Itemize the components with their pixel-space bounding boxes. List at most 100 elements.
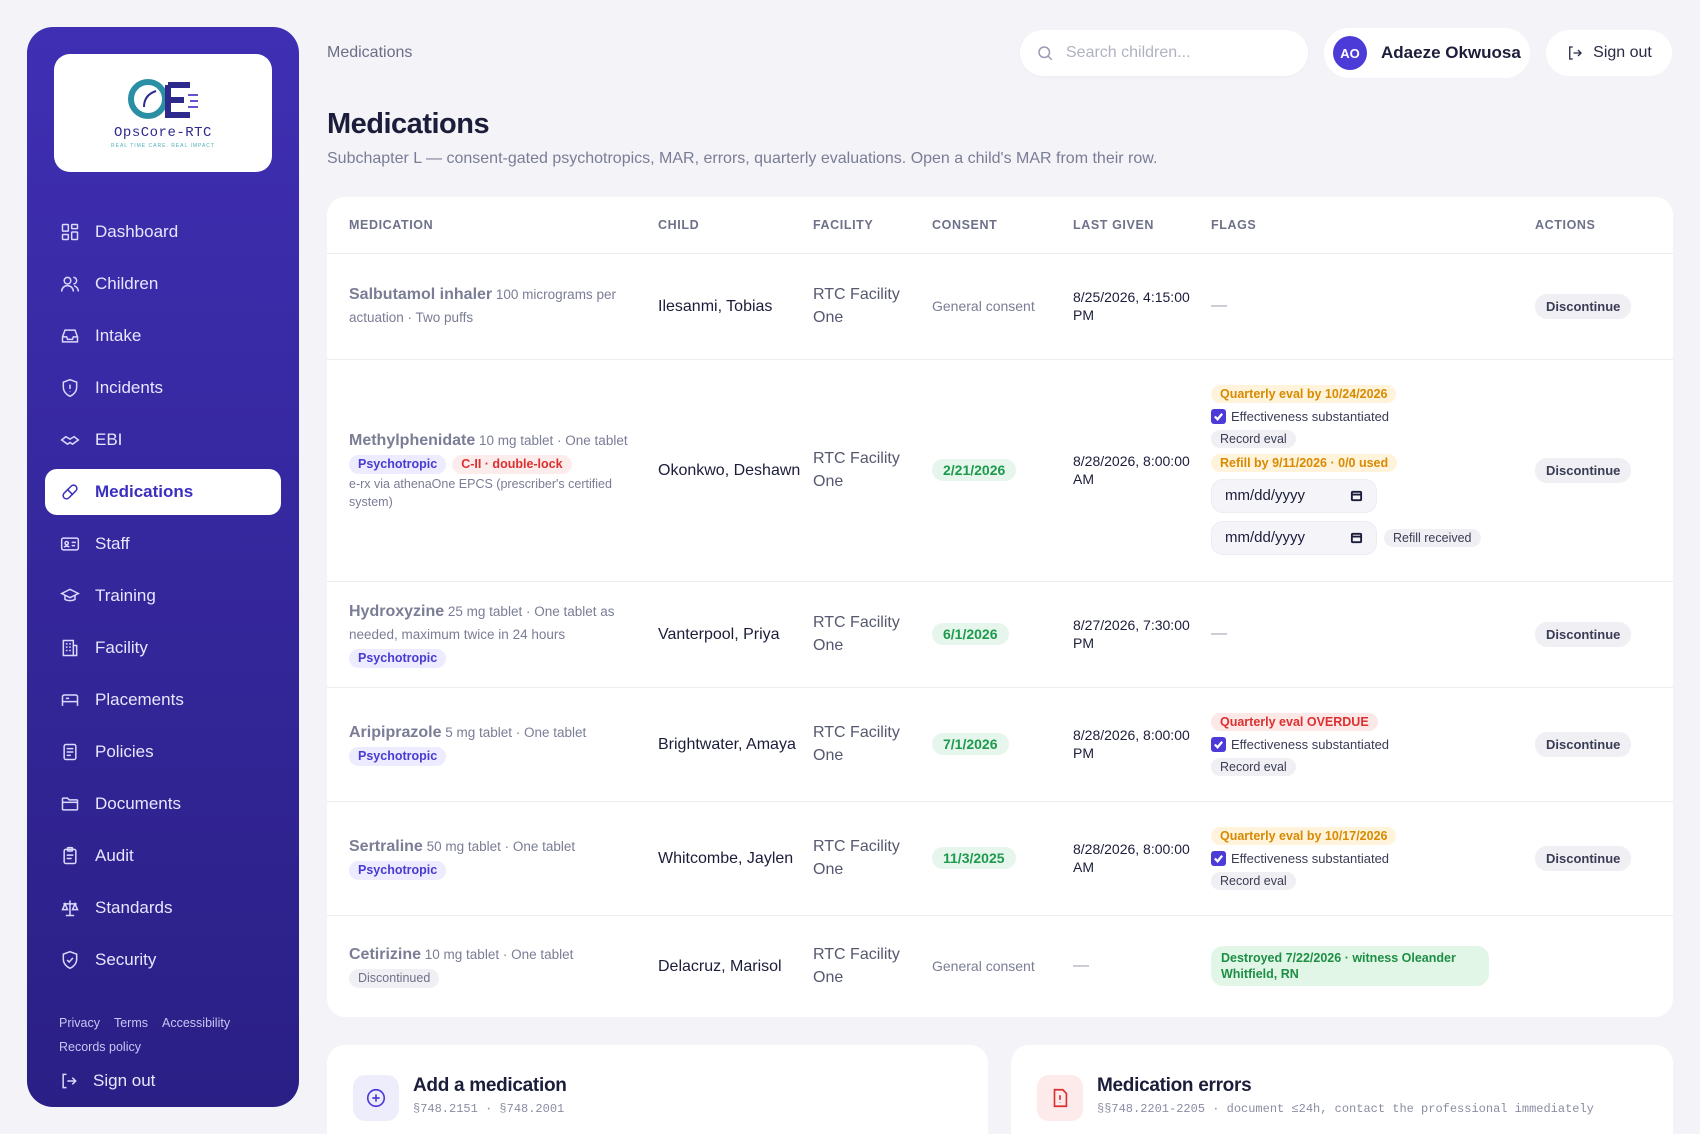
sidebar-item-label: Intake [95, 326, 142, 345]
sidebar-signout-button[interactable]: Sign out [59, 1071, 155, 1091]
sidebar-item-facility[interactable]: Facility [45, 625, 281, 671]
child-name[interactable]: Ilesanmi, Tobias [658, 297, 773, 315]
flags-empty: — [1211, 625, 1227, 642]
sidebar-item-policies[interactable]: Policies [45, 729, 281, 775]
refill-received-button[interactable]: Refill received [1384, 528, 1481, 547]
effectiveness-checkbox[interactable]: Effectiveness substantiated [1211, 408, 1535, 424]
add-medication-card[interactable]: Add a medication §748.2151 · §748.2001 [327, 1045, 988, 1134]
sidebar-item-staff[interactable]: Staff [45, 521, 281, 567]
med-name[interactable]: Cetirizine [349, 946, 422, 964]
child-name[interactable]: Whitcombe, Jaylen [658, 849, 794, 867]
accessibility-link[interactable]: Accessibility [162, 1016, 231, 1030]
page-subtitle: Subchapter L — consent-gated psychotropi… [327, 150, 1158, 167]
sidebar-item-label: Documents [95, 794, 181, 813]
med-name[interactable]: Hydroxyzine [349, 602, 445, 620]
child-name[interactable]: Brightwater, Amaya [658, 735, 796, 753]
record-eval-button[interactable]: Record eval [1211, 871, 1296, 890]
avatar: AO [1333, 36, 1367, 70]
signout-button[interactable]: Sign out [1546, 30, 1672, 76]
sidebar-item-children[interactable]: Children [45, 261, 281, 307]
discontinue-button[interactable]: Discontinue [1535, 731, 1632, 757]
discontinue-button[interactable]: Discontinue [1535, 293, 1632, 319]
search-box[interactable] [1020, 30, 1308, 76]
sidebar-item-medications[interactable]: Medications [45, 469, 281, 515]
checkbox-label: Effectiveness substantiated [1231, 736, 1390, 752]
sidebar-item-label: Dashboard [95, 222, 179, 241]
last-given: 8/28/2026, 8:00:00 AM [1073, 841, 1190, 875]
sidebar-item-label: Standards [95, 898, 173, 917]
plus-circle-icon [353, 1075, 399, 1121]
child-name[interactable]: Delacruz, Marisol [658, 957, 782, 975]
legal-links: Privacy Terms Accessibility Records policy [59, 1011, 279, 1059]
opscore-logo-icon [126, 77, 200, 123]
sidebar-item-label: Incidents [95, 378, 164, 397]
med-name[interactable]: Salbutamol inhaler [349, 286, 493, 303]
med-name[interactable]: Aripiprazole [349, 724, 442, 741]
effectiveness-checkbox[interactable]: Effectiveness substantiated [1211, 850, 1535, 866]
checkbox-checked-icon [1211, 736, 1226, 752]
inbox-icon [59, 325, 81, 347]
search-input[interactable] [1066, 44, 1286, 62]
sidebar-item-label: Children [95, 274, 159, 293]
discontinue-button[interactable]: Discontinue [1535, 621, 1632, 647]
refill-date-input[interactable]: mm/dd/yyyy [1211, 520, 1377, 555]
graduation-cap-icon [59, 585, 81, 607]
medication-errors-card[interactable]: Medication errors §§748.2201-2205 · docu… [1011, 1045, 1673, 1134]
discontinue-button[interactable]: Discontinue [1535, 845, 1632, 871]
records-policy-link[interactable]: Records policy [59, 1040, 141, 1054]
user-menu[interactable]: AO Adaeze Okwuosa [1324, 28, 1530, 78]
column-header-child: CHILD [658, 197, 813, 254]
actions-empty [1535, 915, 1673, 1017]
eval-date-input[interactable]: mm/dd/yyyy [1211, 478, 1377, 513]
calendar-icon [1350, 532, 1363, 544]
record-eval-button[interactable]: Record eval [1211, 429, 1296, 448]
consent-date-badge: 6/1/2026 [932, 623, 1009, 645]
facility-name: RTC Facility One [813, 450, 900, 490]
last-given: 8/27/2026, 7:30:00 PM [1073, 617, 1190, 651]
sidebar-item-training[interactable]: Training [45, 573, 281, 619]
facility-name: RTC Facility One [813, 614, 900, 654]
checkbox-checked-icon [1211, 850, 1226, 866]
sidebar-item-audit[interactable]: Audit [45, 833, 281, 879]
sidebar-item-incidents[interactable]: Incidents [45, 365, 281, 411]
consent-date-badge: 11/3/2025 [932, 847, 1016, 869]
clipboard-icon [59, 845, 81, 867]
child-name[interactable]: Okonkwo, Deshawn [658, 461, 801, 479]
child-name[interactable]: Vanterpool, Priya [658, 625, 780, 643]
pill-icon [59, 481, 81, 503]
table-row: Salbutamol inhaler 100 micrograms per ac… [327, 253, 1673, 360]
users-icon [59, 273, 81, 295]
date-placeholder: mm/dd/yyyy [1225, 487, 1306, 504]
med-extra-note: e-rx via athenaOne EPCS (prescriber's ce… [349, 477, 612, 509]
medications-table-card: MEDICATION CHILD FACILITY CONSENT LAST G… [327, 197, 1673, 1017]
last-given: 8/28/2026, 8:00:00 PM [1073, 727, 1190, 761]
sidebar-item-ebi[interactable]: EBI [45, 417, 281, 463]
discontinue-button[interactable]: Discontinue [1535, 457, 1632, 483]
handshake-icon [59, 429, 81, 451]
effectiveness-checkbox[interactable]: Effectiveness substantiated [1211, 736, 1535, 752]
sidebar-item-placements[interactable]: Placements [45, 677, 281, 723]
shield-check-icon [59, 949, 81, 971]
terms-link[interactable]: Terms [113, 1016, 149, 1030]
sidebar-item-security[interactable]: Security [45, 937, 281, 983]
table-row: Methylphenidate 10 mg tablet · One table… [327, 359, 1673, 582]
sidebar-item-label: Staff [95, 534, 130, 553]
sidebar-item-label: Medications [95, 482, 194, 501]
sidebar-item-dashboard[interactable]: Dashboard [45, 209, 281, 255]
med-name[interactable]: Methylphenidate [349, 432, 476, 449]
brand-logo[interactable]: OpsCore-RTC REAL TIME CARE. REAL IMPACT [54, 54, 272, 172]
sidebar-item-label: Facility [95, 638, 148, 657]
quarterly-eval-flag: Quarterly eval by 10/24/2026 [1211, 384, 1397, 403]
med-detail: 5 mg tablet · One tablet [445, 725, 587, 740]
table-row: Sertraline 50 mg tablet · One tablet Psy… [327, 801, 1673, 916]
sidebar-item-intake[interactable]: Intake [45, 313, 281, 359]
record-eval-button[interactable]: Record eval [1211, 757, 1296, 776]
search-icon [1038, 46, 1053, 61]
checkbox-label: Effectiveness substantiated [1231, 850, 1390, 866]
sidebar-item-standards[interactable]: Standards [45, 885, 281, 931]
med-name[interactable]: Sertraline [349, 838, 423, 855]
sidebar-item-documents[interactable]: Documents [45, 781, 281, 827]
privacy-link[interactable]: Privacy [59, 1016, 100, 1030]
scale-icon [59, 897, 81, 919]
sign-out-icon [1569, 46, 1583, 60]
